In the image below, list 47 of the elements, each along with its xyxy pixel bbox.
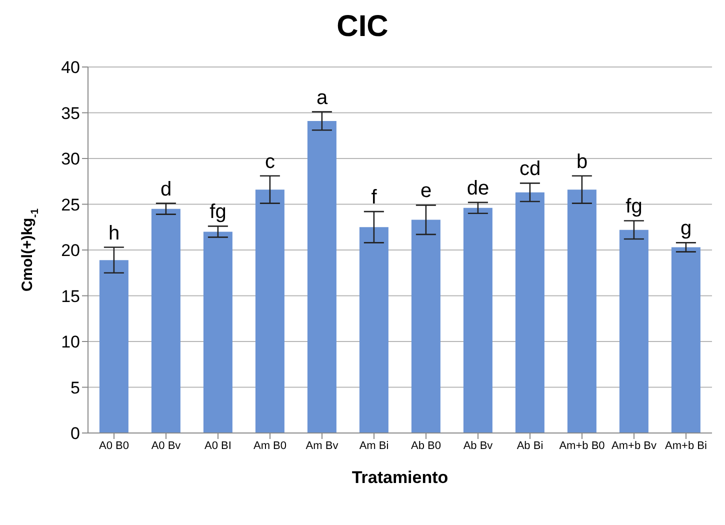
annotation: c bbox=[265, 150, 275, 173]
x-tick-label: Am B0 bbox=[253, 440, 287, 452]
x-tick-label: Ab B0 bbox=[411, 440, 441, 452]
y-tick-label: 10 bbox=[61, 332, 80, 352]
chart-title: CIC bbox=[336, 10, 390, 44]
annotation: b bbox=[576, 150, 588, 173]
x-tick-label: Am Bi bbox=[359, 440, 389, 452]
annotation: fg bbox=[210, 201, 226, 224]
annotation: a bbox=[316, 86, 328, 109]
annotation: f bbox=[371, 186, 378, 209]
x-tick-label: Am+b B0 bbox=[559, 440, 605, 452]
bar bbox=[359, 227, 388, 433]
y-tick-label: 35 bbox=[61, 104, 80, 123]
x-tick-label: A0 Bv bbox=[151, 440, 182, 452]
annotation: de bbox=[466, 177, 490, 200]
annotation: fg bbox=[626, 196, 642, 218]
bar bbox=[99, 260, 128, 433]
annotation: g bbox=[680, 218, 692, 240]
bar bbox=[567, 190, 596, 433]
x-tick-label: A0 B0 bbox=[99, 440, 129, 452]
y-tick-label: 5 bbox=[70, 378, 80, 398]
x-tick-label: Am+b Bi bbox=[665, 440, 707, 452]
bar bbox=[463, 208, 492, 433]
y-tick-label: 20 bbox=[61, 241, 80, 260]
x-tick-label: Am Bv bbox=[306, 440, 339, 452]
bar bbox=[255, 190, 284, 433]
bar bbox=[203, 232, 232, 433]
bar bbox=[515, 192, 544, 433]
x-tick-label: Ab Bv bbox=[463, 440, 494, 452]
y-tick-label: 30 bbox=[61, 150, 80, 169]
annotation: h bbox=[108, 222, 120, 244]
x-axis-title: Tratamiento bbox=[352, 468, 448, 487]
bar bbox=[151, 208, 180, 433]
x-tick-label: Am+b Bv bbox=[612, 440, 657, 452]
x-tick-label: A0 BI bbox=[204, 440, 232, 452]
bar bbox=[411, 220, 440, 433]
annotation: e bbox=[420, 180, 432, 202]
x-tick-label: Ab Bi bbox=[516, 440, 544, 452]
annotation: cd bbox=[519, 158, 541, 180]
y-tick-label: 0 bbox=[70, 424, 80, 444]
bar bbox=[307, 120, 336, 433]
y-tick-label: 25 bbox=[61, 195, 80, 214]
bar bbox=[671, 247, 700, 433]
y-tick-label: 15 bbox=[61, 286, 80, 306]
y-tick-label: 40 bbox=[61, 58, 80, 78]
bar bbox=[619, 230, 648, 433]
annotation: d bbox=[160, 178, 172, 200]
